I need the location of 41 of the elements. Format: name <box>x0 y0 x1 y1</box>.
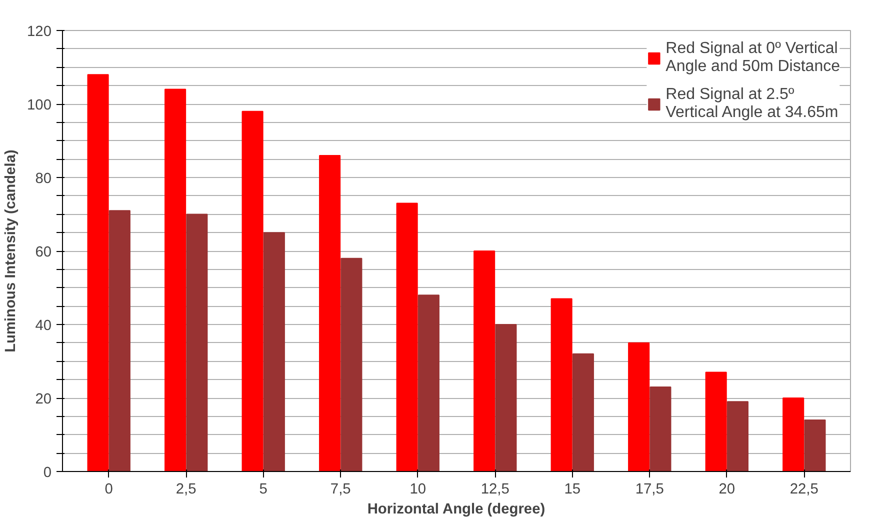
bar <box>164 88 186 472</box>
bar <box>242 110 264 472</box>
bar <box>628 342 650 472</box>
x-axis-title: Horizontal Angle (degree) <box>367 502 546 518</box>
x-tick-label: 10 <box>410 482 426 498</box>
x-tick-label: 12,5 <box>480 482 510 498</box>
bar <box>87 74 109 472</box>
bar <box>650 386 672 472</box>
y-axis-title: Luminous Intensity (candela) <box>3 149 20 352</box>
bar <box>804 420 826 472</box>
x-tick-label: 5 <box>259 482 268 498</box>
bar <box>263 232 285 472</box>
bar <box>396 202 418 472</box>
bar <box>726 401 748 472</box>
bar <box>108 210 130 472</box>
bar <box>319 154 341 472</box>
bar <box>550 298 572 472</box>
bar <box>782 398 804 472</box>
y-tick-label: 0 <box>43 465 52 481</box>
bar <box>418 294 440 472</box>
x-tick-label: 2,5 <box>176 482 196 498</box>
bar <box>572 353 594 472</box>
y-tick-label: 80 <box>35 171 52 187</box>
x-tick-label: 20 <box>718 482 736 498</box>
legend-label: Red Signal at 0º Vertical Angle and 50m Distance <box>666 40 840 76</box>
y-tick-label: 20 <box>35 392 52 408</box>
bar <box>186 214 208 472</box>
bar <box>705 372 727 472</box>
bar <box>495 324 517 472</box>
x-tick-label: 17,5 <box>635 482 664 498</box>
y-tick-label: 40 <box>35 318 52 334</box>
x-tick-label: 22,5 <box>790 482 818 498</box>
x-tick-label: 15 <box>564 482 581 498</box>
bar <box>340 258 362 472</box>
legend-label: Red Signal at 2.5º Vertical Angle at 34.65m <box>666 86 838 122</box>
y-tick-label: 100 <box>27 98 52 114</box>
x-tick-label: 7,5 <box>330 482 351 498</box>
x-tick-label: 0 <box>104 482 113 498</box>
y-tick-label: 60 <box>35 244 52 260</box>
bar <box>474 250 496 472</box>
y-tick-label: 120 <box>27 24 52 40</box>
